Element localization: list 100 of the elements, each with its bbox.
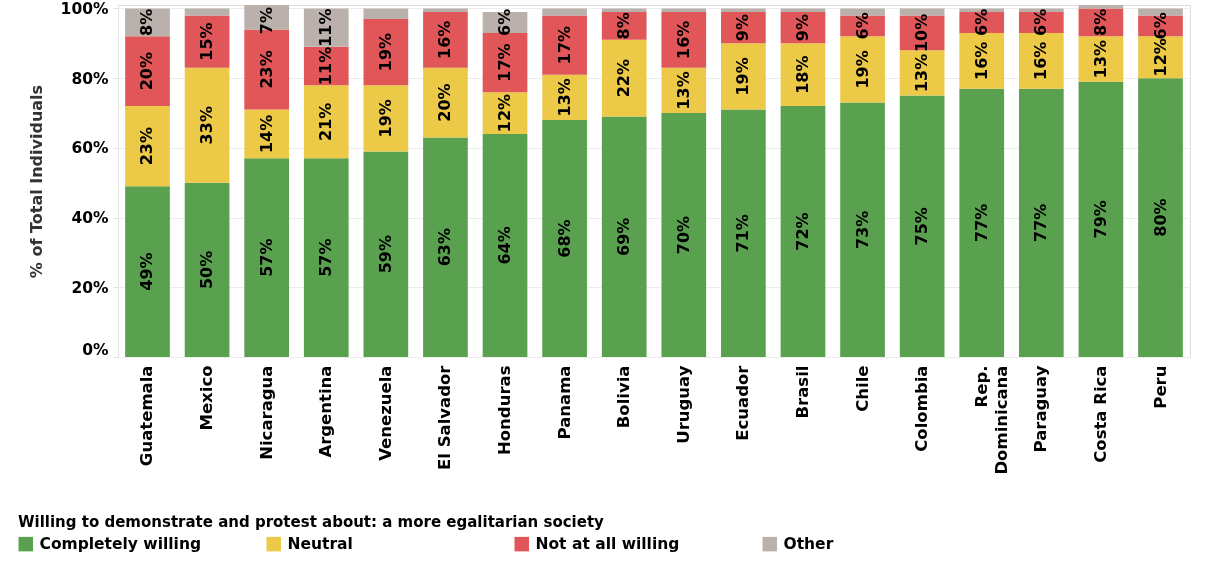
data-label: 18% xyxy=(792,55,812,94)
bar xyxy=(780,106,826,357)
x-tick-label: Paraguay xyxy=(1031,365,1051,453)
data-label: 63% xyxy=(435,228,455,267)
bar xyxy=(1078,81,1124,357)
bar xyxy=(184,67,230,183)
bar xyxy=(542,120,587,357)
data-label: 17% xyxy=(554,25,574,65)
data-label: 8% xyxy=(1090,8,1110,37)
data-label: 6% xyxy=(1031,8,1051,37)
data-label: 79% xyxy=(1090,200,1110,239)
y-tick-label: 60% xyxy=(71,139,109,158)
x-tick-label: Ecuador xyxy=(733,364,753,441)
data-label: 20% xyxy=(137,52,157,91)
data-label: 23% xyxy=(256,50,276,89)
bar xyxy=(780,8,826,12)
data-label: 16% xyxy=(673,20,693,59)
data-label: 11% xyxy=(316,8,336,47)
data-label: 9% xyxy=(733,14,753,42)
bar xyxy=(601,8,647,12)
legend-label: Not at all willing xyxy=(535,535,680,554)
data-label: 7% xyxy=(256,7,276,35)
bar xyxy=(661,8,707,12)
bar xyxy=(1018,88,1064,357)
data-label: 6% xyxy=(495,8,515,37)
data-label: 75% xyxy=(912,207,932,246)
data-label: 14% xyxy=(256,114,276,154)
data-label: 64% xyxy=(495,226,515,265)
data-label: 72% xyxy=(792,212,812,251)
data-label: 13% xyxy=(673,71,693,110)
data-label: 57% xyxy=(316,238,336,277)
data-label: 19% xyxy=(375,99,395,138)
bar xyxy=(661,11,707,68)
data-label: 80% xyxy=(1150,198,1170,237)
bar xyxy=(1138,78,1183,357)
data-label: 57% xyxy=(256,238,276,277)
y-axis-title: % of Total Individuals xyxy=(26,84,46,279)
data-label: 13% xyxy=(1090,39,1110,79)
data-label: 10% xyxy=(912,13,932,53)
data-label: 11% xyxy=(316,46,336,86)
bar xyxy=(423,137,468,357)
data-label: 73% xyxy=(852,210,872,249)
x-tick-label: Brasil xyxy=(792,365,812,419)
data-label: 8% xyxy=(614,12,634,40)
x-tick-label: Argentina xyxy=(316,365,336,458)
legend-label: Completely willing xyxy=(39,535,202,554)
legend-label: Neutral xyxy=(287,535,353,554)
bar xyxy=(721,8,766,12)
bar xyxy=(542,8,587,16)
bar xyxy=(601,116,647,357)
data-label: 22% xyxy=(614,59,634,98)
data-label: 16% xyxy=(435,20,455,59)
x-tick-label: Guatemala xyxy=(137,365,157,467)
bar xyxy=(542,15,587,75)
data-label: 12% xyxy=(1150,38,1170,77)
data-label: 6% xyxy=(971,8,991,37)
legend-title: Willing to demonstrate and protest about: a more egalitarian society xyxy=(18,513,605,531)
y-tick-label: 100% xyxy=(60,0,109,18)
x-tick-label: Colombia xyxy=(912,365,932,452)
x-tick-label: Costa Rica xyxy=(1090,365,1110,463)
data-label: 33% xyxy=(197,106,217,145)
data-label: 6% xyxy=(852,12,872,40)
data-label: 77% xyxy=(971,203,991,242)
data-label: 21% xyxy=(316,102,336,141)
bar xyxy=(423,67,468,138)
y-tick-label: 0% xyxy=(82,340,109,359)
data-label: 16% xyxy=(971,41,991,80)
bar xyxy=(959,88,1005,357)
x-tick-label: El Salvador xyxy=(435,364,455,471)
bar xyxy=(303,85,349,159)
bar xyxy=(184,8,230,16)
bar xyxy=(363,151,409,357)
x-tick-label: Venezuela xyxy=(375,365,395,461)
x-tick-label: Honduras xyxy=(495,365,515,456)
x-tick-label: Peru xyxy=(1150,365,1170,409)
bar xyxy=(721,43,766,110)
x-tick-label: Uruguay xyxy=(673,365,693,444)
data-label: 6% xyxy=(1150,12,1170,40)
x-tick-label: Rep. Dominicana xyxy=(971,365,1011,475)
bar xyxy=(184,182,230,357)
x-tick-label: Bolivia xyxy=(614,365,634,429)
bar xyxy=(601,39,647,117)
data-label: 8% xyxy=(137,8,157,37)
bar xyxy=(721,109,766,357)
bar xyxy=(303,158,349,357)
bar xyxy=(899,8,945,16)
data-label: 71% xyxy=(733,214,753,253)
bar xyxy=(125,36,170,107)
data-label: 23% xyxy=(137,127,157,166)
data-label: 13% xyxy=(554,78,574,117)
data-label: 19% xyxy=(375,32,395,72)
data-label: 15% xyxy=(197,22,217,61)
x-tick-label: Panama xyxy=(554,365,574,440)
bar xyxy=(661,113,707,357)
data-label: 13% xyxy=(912,53,932,93)
bar xyxy=(125,186,170,357)
bar xyxy=(423,11,468,68)
bar xyxy=(125,106,170,187)
data-label: 68% xyxy=(554,219,574,258)
data-label: 19% xyxy=(852,50,872,89)
